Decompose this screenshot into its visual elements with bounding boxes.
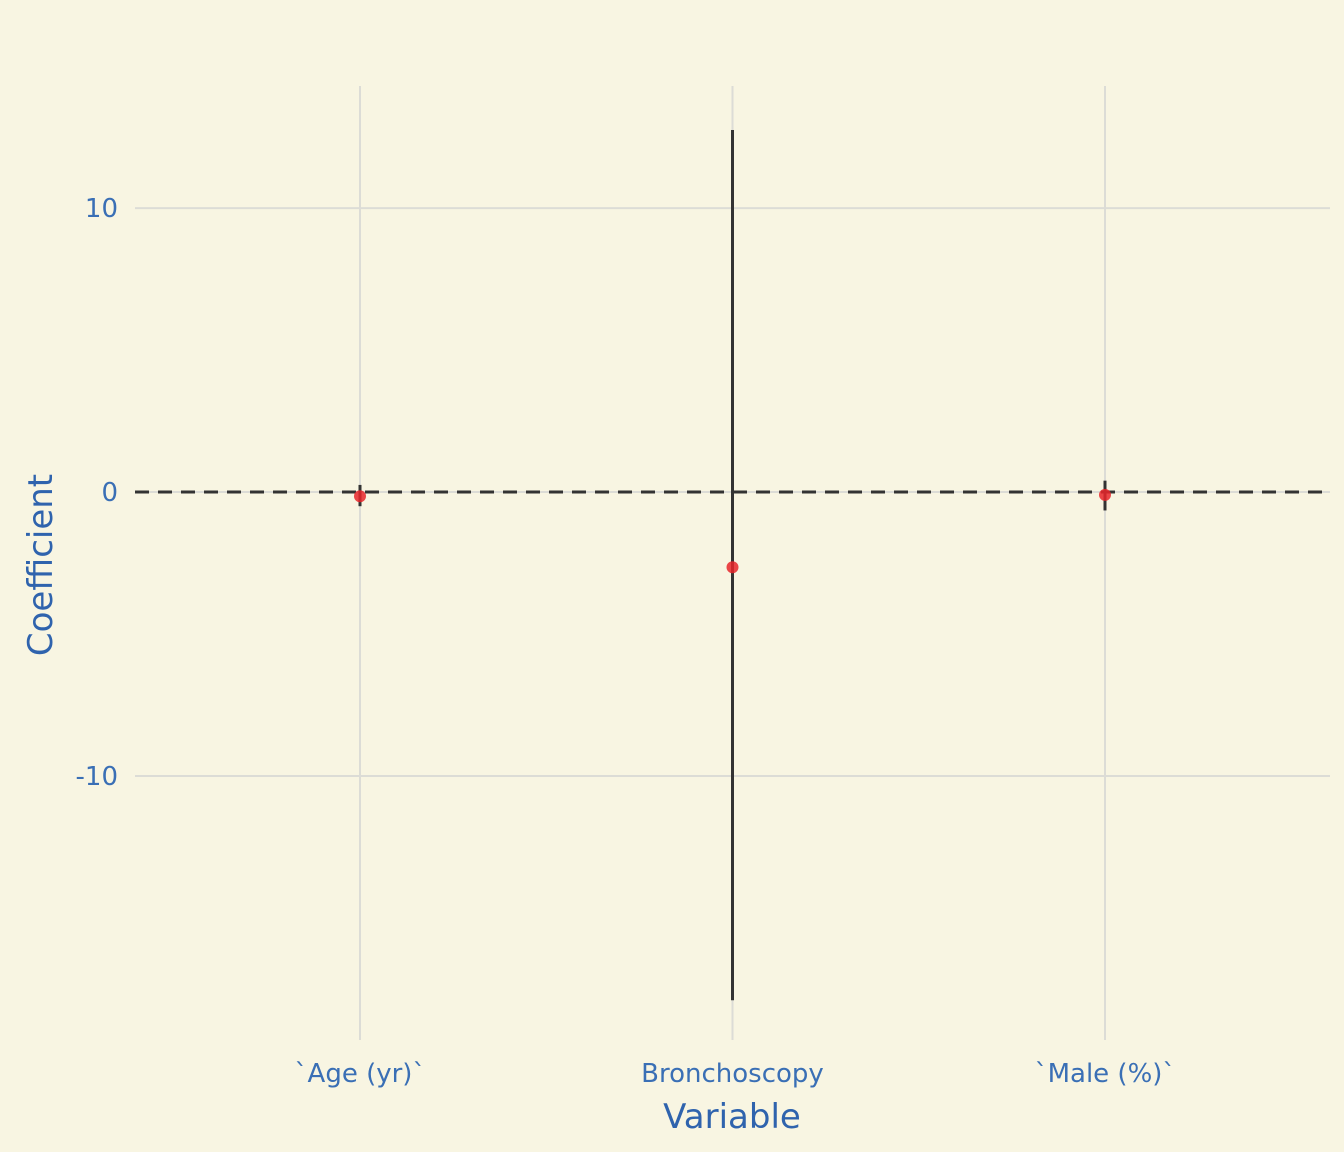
y-tick-label: -10	[76, 762, 118, 792]
x-tick-label: `Male (%)`	[1035, 1059, 1176, 1089]
estimate-point	[1099, 488, 1111, 501]
x-tick-label: Bronchoscopy	[641, 1059, 824, 1089]
data-marks	[354, 130, 1111, 1001]
estimate-point	[354, 490, 366, 503]
estimate-point	[726, 561, 739, 574]
x-tick-label: `Age (yr)`	[295, 1059, 426, 1089]
y-tick-label: 0	[101, 478, 118, 508]
x-axis-title: Variable	[663, 1097, 801, 1137]
y-axis-ticks: -10 0 10	[76, 194, 118, 792]
y-axis-title: Coefficient	[21, 474, 61, 656]
y-tick-label: 10	[85, 194, 118, 224]
x-axis-ticks: `Age (yr)` Bronchoscopy `Male (%)`	[295, 1059, 1176, 1089]
